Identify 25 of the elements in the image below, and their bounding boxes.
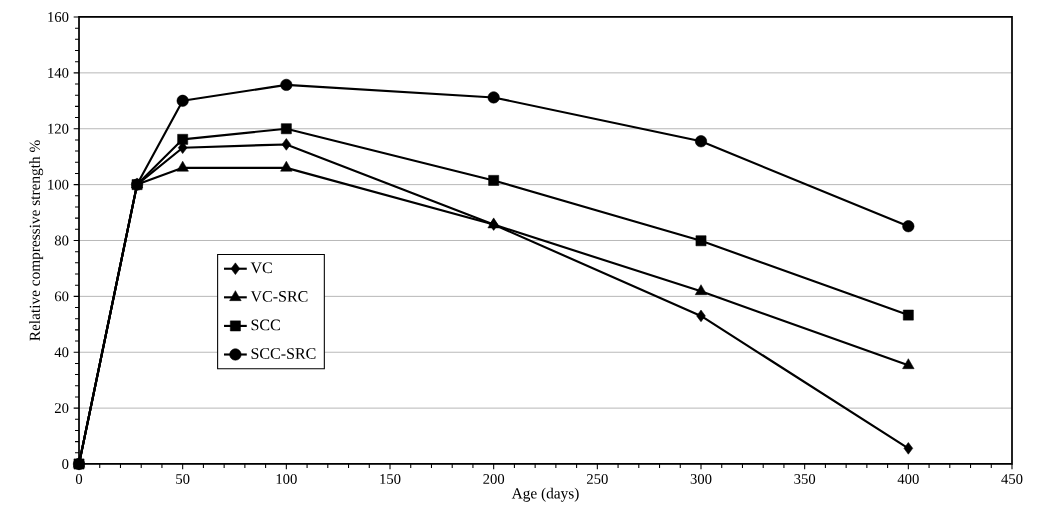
x-tick-label: 200: [483, 474, 505, 484]
x-tick-label: 0: [75, 474, 83, 484]
y-axis-title: Relative compressive strength %: [29, 140, 44, 341]
y-tick-label: 0: [62, 459, 69, 469]
x-tick-label: 250: [586, 474, 608, 484]
y-tick-label: 60: [54, 291, 69, 302]
x-tick-label: 400: [897, 474, 919, 484]
y-tick-label: 40: [54, 347, 69, 358]
y-tick-label: 160: [48, 12, 69, 22]
legend-label: VC: [250, 262, 272, 274]
y-tick-label: 20: [54, 403, 69, 414]
legend-label: VC-SRC: [250, 291, 308, 302]
x-axis-title: Age (days): [511, 487, 579, 502]
x-tick-label: 150: [380, 474, 401, 484]
x-tick-label: 100: [276, 474, 297, 484]
x-tick-label: 50: [176, 474, 190, 484]
y-tick-label: 80: [54, 235, 69, 246]
x-tick-label: 300: [690, 474, 712, 484]
y-tick-label: 140: [48, 67, 69, 78]
legend-label: SCC: [251, 319, 280, 331]
x-tick-label: 350: [794, 474, 816, 484]
y-tick-label: 120: [48, 123, 69, 134]
y-tick-label: 100: [48, 179, 69, 190]
x-tick-label: 450: [1001, 474, 1023, 484]
legend-label: SCC-SRC: [251, 348, 316, 359]
